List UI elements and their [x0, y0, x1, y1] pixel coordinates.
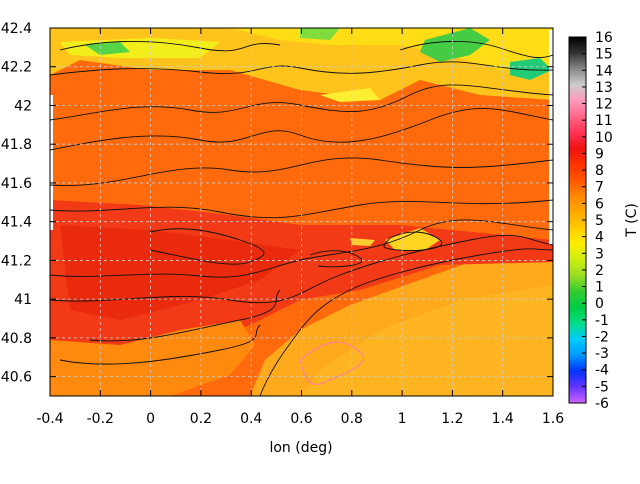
colorbar-tick-label: 12 — [595, 97, 613, 113]
y-tick-label: 41 — [14, 292, 32, 308]
colorbar-tick-label: 14 — [595, 63, 613, 79]
y-tick-label: 40.6 — [1, 370, 32, 386]
colorbar-tick-label: 6 — [595, 196, 604, 212]
colorbar-tick-label: -5 — [595, 379, 609, 395]
colorbar-tick-label: 1 — [595, 280, 604, 296]
y-tick-label: 42.2 — [1, 60, 32, 76]
contour-lines — [50, 40, 553, 396]
colorbar-tick-label: 15 — [595, 47, 613, 63]
colorbar-tick-label: 9 — [595, 146, 604, 162]
y-tick-label: 41.4 — [1, 215, 32, 231]
contour-line-7 — [50, 61, 553, 76]
x-axis-ticks: -0.4 -0.2 0 0.2 0.4 0.6 0.8 1 1.2 1.4 1.6 — [36, 28, 564, 427]
heatmap-edge-right — [549, 30, 553, 245]
colorbar-tick-label: -3 — [595, 346, 609, 362]
colorbar-tick-label: -4 — [595, 363, 609, 379]
colorbar-tick-label: 3 — [595, 246, 604, 262]
colorbar-tick-label: 10 — [595, 130, 613, 146]
heatmap-region-ne-green — [420, 28, 490, 62]
x-tick-label: 0 — [146, 411, 155, 427]
contour-line-6 — [50, 84, 553, 121]
contour-line-5 — [50, 108, 553, 151]
colorbar-tick-label: 4 — [595, 230, 604, 246]
x-tick-label: 0.4 — [240, 411, 262, 427]
x-axis-label: lon (deg) — [269, 440, 332, 456]
contour-line-11 — [59, 324, 261, 365]
x-tick-label: 0.8 — [341, 411, 363, 427]
heatmap-region-n-yellow — [320, 88, 380, 102]
contour-line-10 — [89, 289, 281, 342]
colorbar-tick-label: -1 — [595, 313, 609, 329]
y-tick-label: 42 — [14, 98, 32, 114]
x-tick-label: 1.6 — [542, 411, 564, 427]
heatmap-region-coast-inner — [300, 285, 553, 396]
contour-line-1 — [50, 234, 553, 304]
colorbar-tick-label: 7 — [595, 180, 604, 196]
y-tick-label: 41.2 — [1, 253, 32, 269]
y-tick-label: 42.4 — [1, 21, 32, 37]
contour-line-12 — [259, 248, 553, 396]
contour-line-4 — [50, 157, 553, 187]
heatmap-region-n-green — [300, 28, 340, 40]
x-tick-label: 0.6 — [290, 411, 312, 427]
contour-line-2 — [50, 219, 553, 278]
x-tick-label: -0.2 — [87, 411, 114, 427]
x-tick-label: 1.4 — [492, 411, 514, 427]
colorbar-tick-label: 2 — [595, 263, 604, 279]
y-tick-label: 41.6 — [1, 176, 32, 192]
contour-line-13 — [299, 341, 364, 385]
colorbar-tick-label: 5 — [595, 213, 604, 229]
heatmap-region-nw-high — [60, 38, 220, 58]
contour-line-9 — [399, 40, 553, 59]
heatmap-region-yellow-spot — [350, 238, 375, 246]
y-tick-label: 41.8 — [1, 137, 32, 153]
heatmap-region-nw-green — [85, 42, 130, 55]
heatmap-region-sw — [50, 320, 255, 396]
x-tick-label: 1.2 — [441, 411, 463, 427]
y-axis-ticks: 40.6 40.8 41 41.2 41.4 41.6 41.8 42 42.2 42.4 — [1, 21, 553, 386]
colorbar-tick-label: 8 — [595, 163, 604, 179]
colorbar-tick-label: -6 — [595, 396, 609, 412]
x-tick-label: 0.2 — [190, 411, 212, 427]
contour-line-14 — [383, 231, 443, 251]
colorbar-tick-label: -2 — [595, 329, 609, 345]
colorbar-label: T (C) — [624, 203, 640, 238]
colorbar-tick-label: 0 — [595, 296, 604, 312]
x-tick-label: -0.4 — [36, 411, 63, 427]
grid-lines — [50, 28, 553, 396]
heatmap-edge-left — [50, 95, 53, 230]
colorbar-tick-label: 16 — [595, 30, 613, 46]
heatmap-region-central-core — [60, 225, 300, 320]
heatmap-region-ne-cyan — [510, 58, 552, 80]
x-tick-label: 1 — [398, 411, 407, 427]
contour-line-8 — [59, 41, 281, 52]
colorbar-tick-label: 11 — [595, 113, 613, 129]
contour-line-15 — [309, 250, 363, 268]
colorbar-tick-label: 13 — [595, 80, 613, 96]
y-tick-label: 40.8 — [1, 331, 32, 347]
